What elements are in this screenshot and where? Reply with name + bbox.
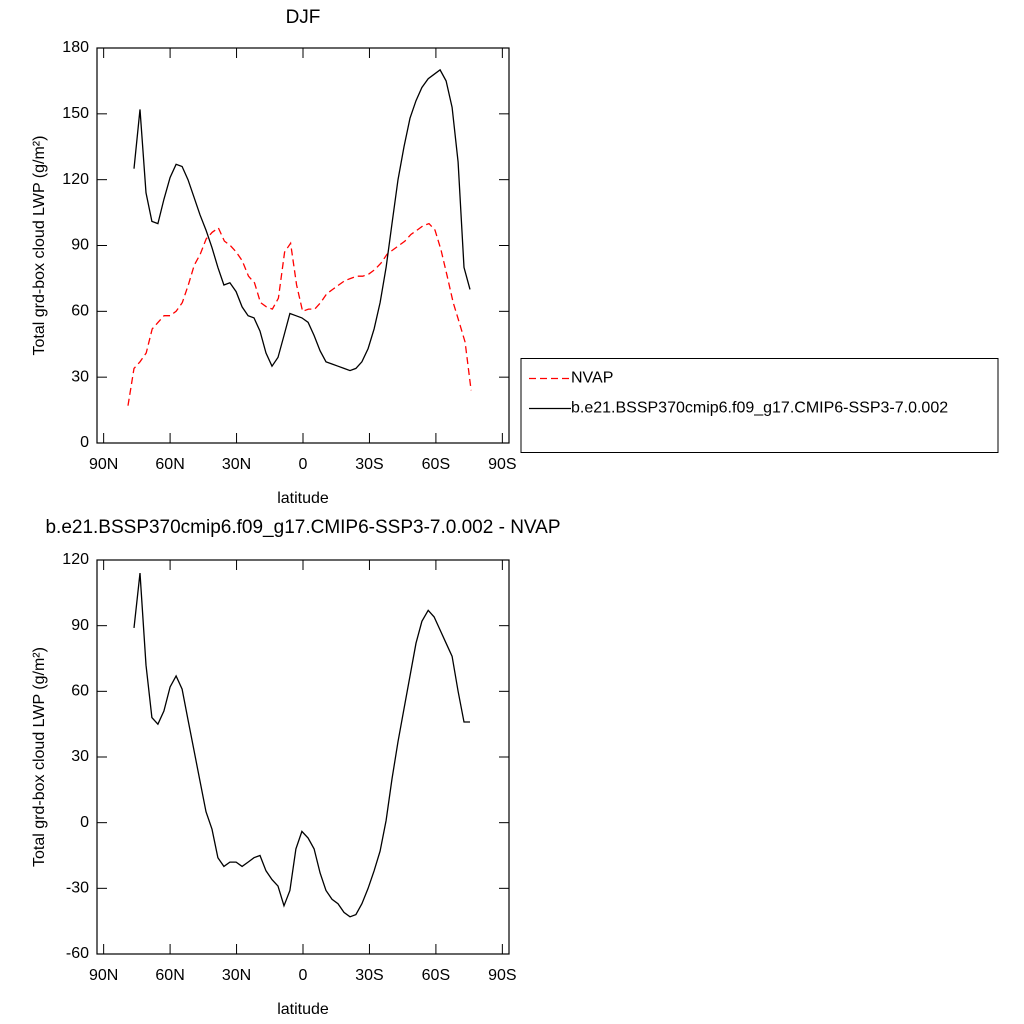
y-axis-label: Total grd-box cloud LWP (g/m²) (31, 136, 48, 356)
y-axis-label: Total grd-box cloud LWP (g/m²) (31, 647, 48, 867)
y-tick-label: 120 (62, 551, 89, 568)
y-tick-label: 90 (71, 617, 89, 634)
y-tick-label: -30 (66, 880, 89, 897)
chart-title: DJF (286, 7, 321, 28)
x-tick-label: 30S (355, 967, 383, 984)
plot-frame (96, 47, 510, 444)
x-tick-label: 90S (488, 967, 516, 984)
x-tick-label: 30N (222, 967, 251, 984)
y-tick-label: 90 (71, 237, 89, 254)
x-tick-label: 0 (299, 967, 308, 984)
x-tick-label: 60S (422, 967, 450, 984)
x-tick-label: 90N (89, 967, 118, 984)
x-tick-label: 0 (299, 456, 308, 473)
chart-title: b.e21.BSSP370cmip6.f09_g17.CMIP6-SSP3-7.… (45, 517, 560, 538)
x-tick-label: 30N (222, 456, 251, 473)
y-tick-label: 60 (71, 683, 89, 700)
x-tick-label: 30S (355, 456, 383, 473)
y-tick-label: 120 (62, 171, 89, 188)
y-tick-label: 180 (62, 39, 89, 56)
legend-box (520, 358, 999, 453)
y-tick-label: 0 (80, 434, 89, 451)
data-line (127, 222, 472, 406)
y-tick-label: 150 (62, 105, 89, 122)
y-tick-label: 30 (71, 368, 89, 385)
y-tick-label: 0 (80, 814, 89, 831)
data-line (133, 68, 471, 372)
y-tick-label: -60 (66, 945, 89, 962)
legend-label: NVAP (571, 370, 613, 387)
y-tick-label: 30 (71, 748, 89, 765)
data-line (133, 573, 470, 918)
panel: b.e21.BSSP370cmip6.f09_g17.CMIP6-SSP3-7.… (31, 517, 560, 1018)
x-tick-label: 60S (422, 456, 450, 473)
x-axis-label: latitude (277, 1001, 329, 1018)
x-tick-label: 60N (155, 967, 184, 984)
plot-frame (96, 559, 510, 955)
x-tick-label: 90S (488, 456, 516, 473)
panel: DJF latitude Total grd-box cloud LWP (g/m²… (31, 7, 999, 507)
y-tick-label: 60 (71, 303, 89, 320)
x-axis-label: latitude (277, 490, 329, 507)
legend: NVAP b.e21.BSSP370cmip6.f09_g17.CMIP6-SSP… (520, 358, 999, 453)
legend-label: b.e21.BSSP370cmip6.f09_g17.CMIP6-SSP3-7.… (571, 400, 948, 417)
x-tick-label: 90N (89, 456, 118, 473)
x-tick-label: 60N (155, 456, 184, 473)
